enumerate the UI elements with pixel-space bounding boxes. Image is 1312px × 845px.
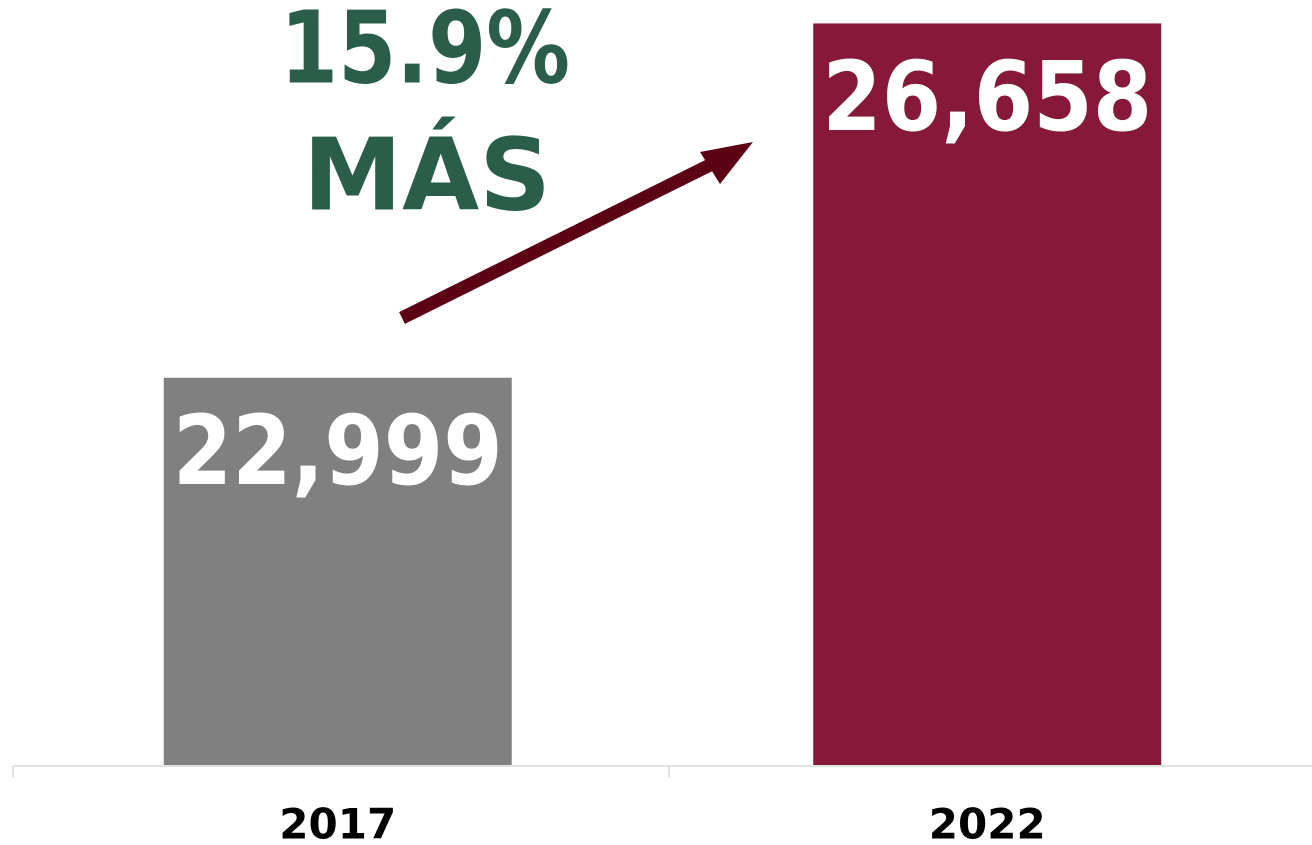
value-label: 26,658: [822, 41, 1152, 153]
x-tick-label: 2022: [929, 800, 1046, 845]
annotation-line: 15.9%: [280, 0, 570, 106]
arrow-head: [700, 142, 753, 184]
bar: [813, 23, 1162, 765]
arrow-shaft: [399, 158, 715, 324]
annotation-line: MÁS: [303, 116, 551, 233]
bar: [163, 377, 512, 765]
x-tick-label: 2017: [279, 800, 396, 845]
arrow: [399, 142, 753, 324]
value-label: 22,999: [173, 395, 503, 507]
